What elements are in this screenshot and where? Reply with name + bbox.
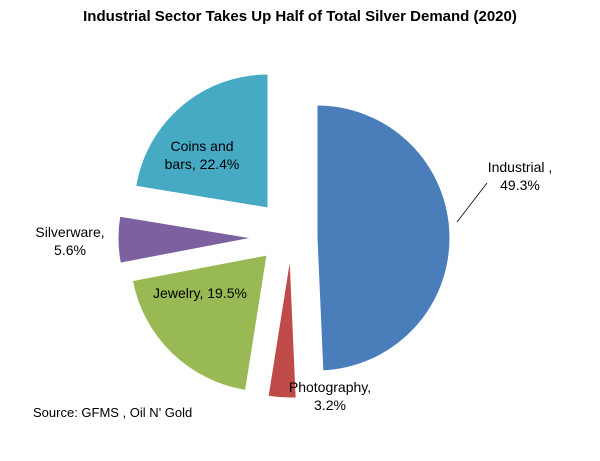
chart-title: Industrial Sector Takes Up Half of Total…: [83, 8, 517, 25]
industrial-leader-line: [456, 182, 488, 223]
data-label-coins-value: bars, 22.4%: [165, 156, 240, 172]
slices-layer: [117, 73, 451, 399]
data-label-industrial-name: Industrial ,: [488, 159, 553, 175]
source-note: Source: GFMS , Oil N' Gold: [33, 405, 193, 420]
data-label-photography-value: 3.2%: [314, 397, 346, 413]
data-label-jewelry: Jewelry, 19.5%: [153, 285, 247, 301]
data-label-photography-name: Photography,: [289, 379, 371, 395]
pie-slice-jewelry: [131, 254, 268, 391]
data-label-silverware-name: Silverware,: [35, 224, 104, 240]
data-label-coins-name: Coins and: [170, 138, 233, 154]
labels-layer: Industrial , 49.3% Photography, 3.2% Jewelry…: [35, 138, 552, 413]
pie-slice-industrial: [316, 104, 451, 372]
data-label-industrial-value: 49.3%: [500, 177, 540, 193]
pie-slice-photography: [267, 257, 297, 399]
data-label-silverware-value: 5.6%: [54, 242, 86, 258]
pie-slice-coins: [135, 73, 269, 209]
pie-slice-silverware: [117, 215, 253, 264]
